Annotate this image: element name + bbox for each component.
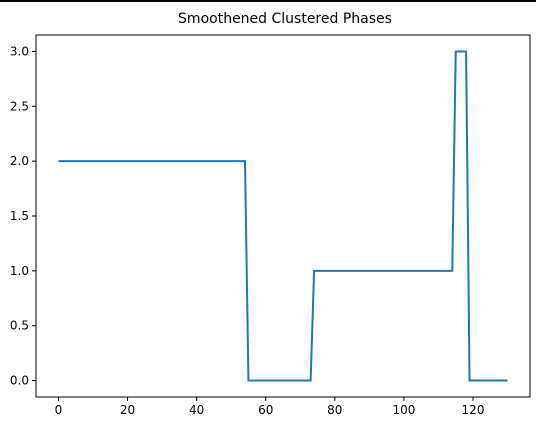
x-tick-label: 60 [258, 403, 273, 417]
x-tick-label: 0 [55, 403, 63, 417]
x-tick-label: 100 [392, 403, 415, 417]
y-tick-label: 1.5 [10, 209, 29, 223]
x-tick-label: 80 [327, 403, 342, 417]
window-top-border [0, 0, 536, 2]
plot-area: 0 20 40 60 80 100 120 0.0 0.5 1.0 1.5 2.0 2.5 3.0 [10, 34, 531, 417]
y-tick-label: 1.0 [10, 264, 29, 278]
y-tick-label: 0.0 [10, 374, 29, 388]
y-tick-label: 3.0 [10, 44, 29, 58]
chart-title: Smoothened Clustered Phases [178, 11, 392, 27]
y-tick-label: 0.5 [10, 319, 29, 333]
x-tick-label: 40 [189, 403, 204, 417]
y-tick-label: 2.0 [10, 154, 29, 168]
x-tick-label: 120 [462, 403, 485, 417]
series-line-0 [58, 50, 508, 382]
x-tick-label: 20 [120, 403, 135, 417]
y-tick-label: 2.5 [10, 99, 29, 113]
